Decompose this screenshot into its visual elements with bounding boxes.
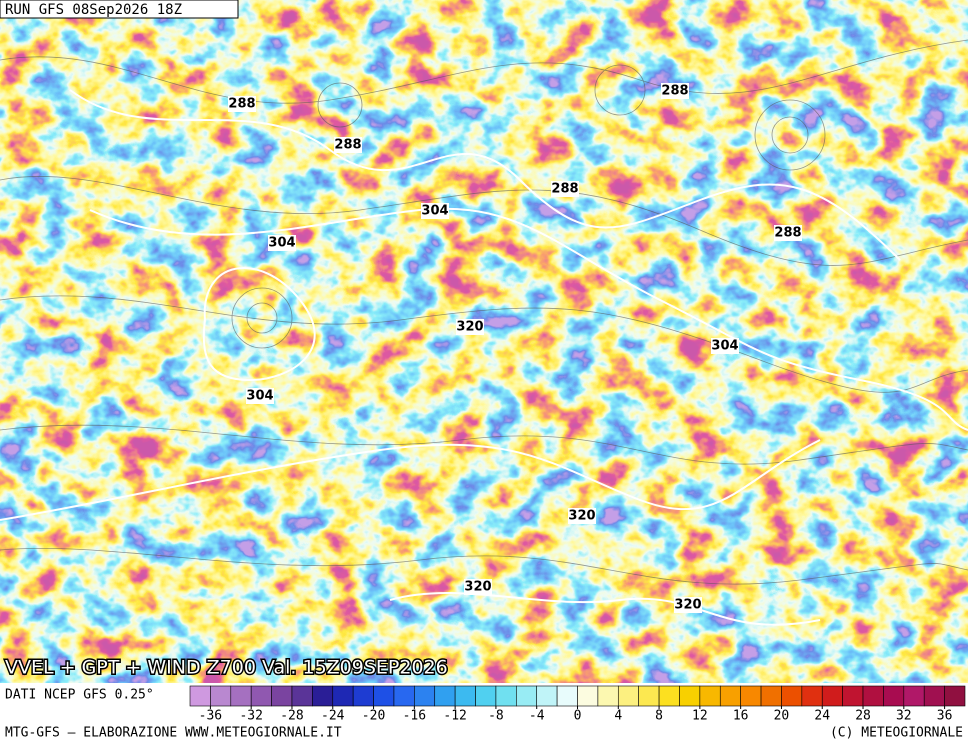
colorbar-swatch xyxy=(883,685,905,707)
colorbar-swatch xyxy=(210,685,232,707)
contour-label-bg xyxy=(464,579,492,595)
contour-label: 288 xyxy=(334,138,361,153)
colorbar-tick-label: -24 xyxy=(321,709,345,724)
contour-label-bg xyxy=(246,388,274,404)
colorbar-swatch xyxy=(536,685,558,707)
contour-label: 320 xyxy=(456,320,483,335)
contour-label: 304 xyxy=(246,389,273,404)
colorbar-swatch xyxy=(821,685,843,707)
contour-label-bg xyxy=(661,83,689,99)
run-label: RUN GFS 08Sep2026 18Z xyxy=(5,2,182,18)
colorbar-swatch xyxy=(291,685,313,707)
colorbar-swatch xyxy=(393,685,415,707)
colorbar-tick-label: 32 xyxy=(896,709,912,724)
contour-label: 288 xyxy=(661,84,688,99)
colorbar-tick-label: 12 xyxy=(692,709,708,724)
contour-label: 304 xyxy=(711,339,738,354)
contour-label-bg xyxy=(711,338,739,354)
colorbar-tick-label: 36 xyxy=(937,709,953,724)
colorbar-swatch xyxy=(923,685,945,707)
contour-label-bg xyxy=(421,203,449,219)
colorbar-swatch xyxy=(597,685,619,707)
colorbar-swatch xyxy=(332,685,354,707)
colorbar-swatch xyxy=(699,685,721,707)
colorbar-swatch xyxy=(516,685,538,707)
colorbar-swatch xyxy=(617,685,639,707)
contour-label: 320 xyxy=(674,598,701,613)
colorbar-swatch xyxy=(312,685,334,707)
map: RUN GFS 08Sep2026 18Z VVEL + GPT + WIND … xyxy=(0,0,968,683)
contour-label: 304 xyxy=(421,204,448,219)
colorbar-swatch xyxy=(434,685,456,707)
colorbar-swatch xyxy=(271,685,293,707)
contour-label-bg xyxy=(568,508,596,524)
colorbar-swatch xyxy=(475,685,497,707)
colorbar-swatch xyxy=(454,685,476,707)
contour-label: 288 xyxy=(774,226,801,241)
contour-label-bg xyxy=(674,597,702,613)
colorbar-swatch xyxy=(638,685,660,707)
contour-label: 320 xyxy=(464,580,491,595)
contour-label-bg xyxy=(268,235,296,251)
colorbar-swatch xyxy=(679,685,701,707)
contour-label-bg xyxy=(334,137,362,153)
footer-right: (C) METEOGIORNALE xyxy=(830,726,963,741)
contour-label: 288 xyxy=(228,97,255,112)
colorbar-tick-label: 4 xyxy=(614,709,622,724)
colorbar-tick-label: -28 xyxy=(280,709,303,724)
colorbar-tick-label: -12 xyxy=(443,709,466,724)
colorbar-swatch xyxy=(230,685,252,707)
contour-label-bg xyxy=(228,96,256,112)
colorbar-swatch xyxy=(842,685,864,707)
colorbar-swatch xyxy=(781,685,803,707)
colorbar-swatch xyxy=(556,685,578,707)
colorbar-swatch xyxy=(760,685,782,707)
contour-label-bg xyxy=(774,225,802,241)
colorbar-tick-label: 8 xyxy=(655,709,663,724)
colorbar-swatch xyxy=(944,685,966,707)
colorbar-tick-label: 28 xyxy=(855,709,871,724)
colorbar-swatch xyxy=(352,685,374,707)
colorbar-tick-label: -36 xyxy=(199,709,222,724)
colorbar-swatch xyxy=(801,685,823,707)
colorbar-tick-label: 24 xyxy=(814,709,830,724)
vvel-field xyxy=(0,0,968,683)
colorbar-swatch xyxy=(903,685,925,707)
contour-label-bg xyxy=(456,319,484,335)
footer-left: MTG-GFS — ELABORAZIONE WWW.METEOGIORNALE… xyxy=(5,726,342,741)
colorbar-tick-label: 20 xyxy=(774,709,790,724)
contour-label: 320 xyxy=(568,509,595,524)
header-box xyxy=(0,0,239,19)
contour-label: 288 xyxy=(551,182,578,197)
colorbar-swatch xyxy=(414,685,436,707)
colorbar-tick-label: -32 xyxy=(239,709,262,724)
map-title: VVEL + GPT + WIND Z700 Val. 15Z09SEP2026 xyxy=(5,657,448,679)
colorbar-swatch xyxy=(250,685,272,707)
colorbar-tick-label: -16 xyxy=(403,709,426,724)
colorbar-tick-label: -8 xyxy=(488,709,504,724)
contour-label-bg xyxy=(551,181,579,197)
colorbar: -36 -32 -28 -24 -20 -16 -12 -8 -4 0 4 8 12 16 20 24 28 32… xyxy=(189,685,966,724)
colorbar-swatch xyxy=(719,685,741,707)
height-contours xyxy=(0,89,968,626)
colorbar-swatch xyxy=(189,685,211,707)
colorbar-swatch xyxy=(740,685,762,707)
colorbar-tick-label: 0 xyxy=(574,709,582,724)
colorbar-tick-label: -20 xyxy=(362,709,385,724)
colorbar-tick-label: 16 xyxy=(733,709,749,724)
streamlines xyxy=(0,39,968,585)
colorbar-swatch xyxy=(658,685,680,707)
source-label: DATI NCEP GFS 0.25° xyxy=(5,688,154,703)
colorbar-tick-label: -4 xyxy=(529,709,545,724)
colorbar-swatch xyxy=(577,685,599,707)
contour-label: 304 xyxy=(268,236,295,251)
contour-labels: 288 288 288 288 288 304 304 304 304 320 320 320 320 xyxy=(228,83,802,613)
colorbar-swatch xyxy=(862,685,884,707)
colorbar-swatch xyxy=(495,685,517,707)
colorbar-swatch xyxy=(373,685,395,707)
